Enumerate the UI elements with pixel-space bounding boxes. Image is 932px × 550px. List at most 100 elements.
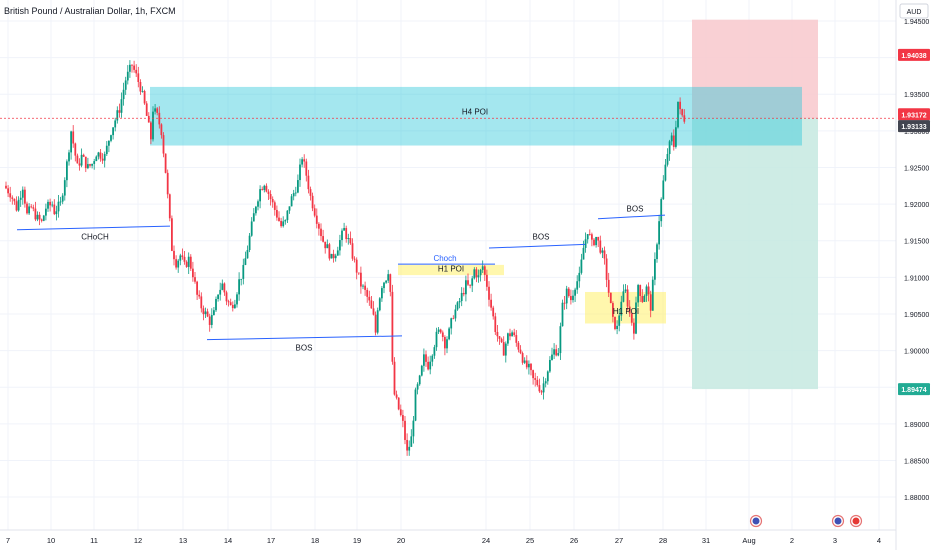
candle-body	[362, 285, 364, 287]
candle-body	[546, 371, 549, 382]
candle-body	[225, 292, 228, 302]
candle-body	[492, 307, 495, 317]
candle-body	[639, 285, 642, 297]
candle-body	[112, 127, 114, 136]
candle-body	[261, 189, 264, 191]
price-tick-label: 1.89000	[904, 422, 929, 429]
time-scale-ticks[interactable]: 7 10 11 12 13 14 17 18 19 20 24 25 26 27 28 31 Aug 2 3 4	[6, 536, 881, 545]
candle-body	[336, 250, 339, 256]
event-flag-icon-core[interactable]	[852, 517, 860, 525]
price-scale[interactable]	[896, 0, 932, 550]
candle-body	[540, 391, 543, 393]
symbol-title: British Pound / Australian Dollar, 1h, F…	[4, 6, 176, 16]
event-flag-icon[interactable]	[749, 514, 763, 528]
currency-button[interactable]: AUD	[899, 3, 929, 19]
candle-body	[626, 289, 629, 307]
candle-body	[171, 218, 173, 251]
candle-body	[458, 301, 461, 303]
candle-body	[429, 361, 432, 370]
candle-body	[410, 436, 413, 447]
event-flag-icon[interactable]	[831, 514, 845, 528]
candle-body	[280, 220, 282, 227]
candle-body	[435, 331, 438, 348]
candle-body	[614, 316, 616, 330]
price-tick-label: 1.93500	[904, 92, 929, 99]
candle-body	[584, 239, 587, 248]
event-flag-icon-core[interactable]	[752, 517, 760, 525]
candle-body	[588, 234, 591, 235]
price-tick-label: 1.90000	[904, 349, 929, 356]
candle-body	[87, 164, 89, 169]
candle-body	[187, 256, 190, 267]
candle-body	[498, 336, 501, 339]
candle-body	[471, 278, 474, 286]
candle-body	[236, 294, 238, 305]
candle-body	[567, 288, 570, 297]
candle-body	[450, 318, 453, 329]
candle-body	[250, 221, 253, 236]
candle-body	[288, 206, 291, 211]
candle-body	[677, 101, 679, 128]
candle-body	[257, 201, 259, 207]
candle-body	[72, 131, 75, 144]
candle-body	[30, 206, 33, 208]
bos-line	[488, 243, 586, 249]
candle-body	[297, 180, 299, 193]
candle-body	[609, 292, 612, 304]
time-tick-label: 19	[353, 536, 361, 545]
bos-line	[206, 335, 403, 341]
currency-button-frame[interactable]	[899, 3, 929, 19]
annotation-zones	[150, 19, 818, 390]
candle-body	[101, 158, 104, 161]
price-badge	[898, 120, 930, 133]
candle-body	[137, 73, 140, 82]
candle-body	[334, 255, 337, 259]
candle-body	[349, 238, 352, 244]
time-tick-label: 13	[179, 536, 187, 545]
candle-body	[620, 301, 623, 316]
candle-body	[126, 71, 129, 81]
annotation-label: H1 POI	[438, 264, 464, 273]
candle-body	[553, 349, 555, 355]
candle-body	[561, 302, 564, 327]
candle-body	[618, 315, 621, 326]
annotation-lines	[0, 117, 896, 341]
candle-body	[341, 230, 343, 241]
candle-body	[168, 194, 171, 219]
candle-body	[658, 221, 660, 245]
candle-body	[57, 201, 60, 212]
time-tick-label: 3	[833, 536, 837, 545]
candle-body	[391, 291, 394, 362]
candle-body	[204, 311, 207, 315]
candle-body	[36, 214, 39, 220]
candle-body	[66, 161, 68, 181]
candle-body	[427, 361, 429, 370]
candle-body	[24, 189, 26, 204]
event-flag-icon-core[interactable]	[834, 517, 842, 525]
candle-body	[399, 409, 402, 416]
candle-body	[370, 300, 373, 309]
price-tick-label: 1.88000	[904, 495, 929, 502]
candle-body	[635, 302, 637, 334]
candle-body	[328, 244, 331, 259]
time-tick-label: 28	[659, 536, 667, 545]
candle-body	[486, 274, 488, 287]
choch-line	[16, 225, 171, 231]
candle-body	[292, 193, 295, 197]
candle-body	[200, 296, 203, 309]
candle-body	[672, 135, 675, 147]
candle-body	[530, 363, 532, 371]
event-flag-icon[interactable]	[849, 514, 863, 528]
candle-body	[315, 215, 318, 224]
candle-body	[114, 120, 117, 128]
candle-body	[309, 189, 312, 196]
candle-body	[368, 296, 371, 301]
candle-body	[679, 101, 681, 110]
candle-body	[263, 185, 266, 191]
candle-body	[194, 277, 196, 282]
currency-label[interactable]: AUD	[907, 9, 922, 16]
candle-body	[521, 353, 524, 363]
candle-body	[431, 355, 434, 362]
candle-body	[444, 336, 446, 349]
